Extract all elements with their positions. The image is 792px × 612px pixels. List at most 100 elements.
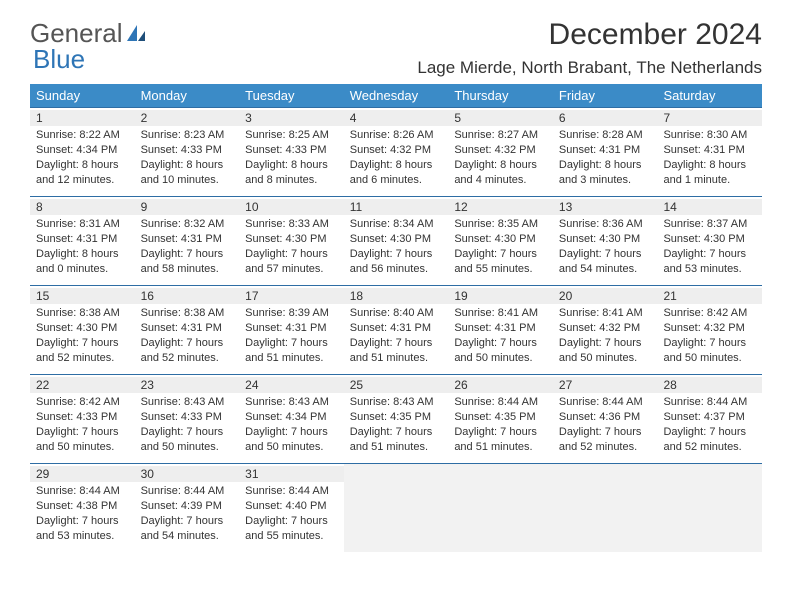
day-cell: 15Sunrise: 8:38 AMSunset: 4:30 PMDayligh… [30, 286, 135, 374]
sunset-text: Sunset: 4:33 PM [141, 410, 234, 425]
sunset-text: Sunset: 4:30 PM [350, 232, 443, 247]
day-number: 14 [657, 199, 762, 215]
day-number: 2 [135, 110, 240, 126]
sunset-text: Sunset: 4:31 PM [141, 321, 234, 336]
day-cell: 1Sunrise: 8:22 AMSunset: 4:34 PMDaylight… [30, 108, 135, 196]
day-cell: 27Sunrise: 8:44 AMSunset: 4:36 PMDayligh… [553, 375, 658, 463]
day-number: 16 [135, 288, 240, 304]
sunset-text: Sunset: 4:31 PM [559, 143, 652, 158]
day-cell: 23Sunrise: 8:43 AMSunset: 4:33 PMDayligh… [135, 375, 240, 463]
daylight-text: Daylight: 7 hours and 58 minutes. [141, 247, 234, 277]
day-cell: 24Sunrise: 8:43 AMSunset: 4:34 PMDayligh… [239, 375, 344, 463]
day-cell: 25Sunrise: 8:43 AMSunset: 4:35 PMDayligh… [344, 375, 449, 463]
sunset-text: Sunset: 4:38 PM [36, 499, 129, 514]
sunset-text: Sunset: 4:30 PM [454, 232, 547, 247]
sunset-text: Sunset: 4:35 PM [350, 410, 443, 425]
daylight-text: Daylight: 7 hours and 53 minutes. [36, 514, 129, 544]
day-number: 28 [657, 377, 762, 393]
week-row: 22Sunrise: 8:42 AMSunset: 4:33 PMDayligh… [30, 374, 762, 463]
day-cell: 11Sunrise: 8:34 AMSunset: 4:30 PMDayligh… [344, 197, 449, 285]
daylight-text: Daylight: 7 hours and 54 minutes. [559, 247, 652, 277]
sunset-text: Sunset: 4:33 PM [141, 143, 234, 158]
sunrise-text: Sunrise: 8:39 AM [245, 306, 338, 321]
sunset-text: Sunset: 4:30 PM [245, 232, 338, 247]
day-cell: 9Sunrise: 8:32 AMSunset: 4:31 PMDaylight… [135, 197, 240, 285]
daylight-text: Daylight: 7 hours and 52 minutes. [36, 336, 129, 366]
day-cell: 2 Sunrise: 8:23 AMSunset: 4:33 PMDaylight… [135, 108, 240, 196]
day-number: 26 [448, 377, 553, 393]
day-number: 6 [553, 110, 658, 126]
sunset-text: Sunset: 4:31 PM [663, 143, 756, 158]
day-number: 3 [239, 110, 344, 126]
sunset-text: Sunset: 4:32 PM [559, 321, 652, 336]
page-header: General December 2024 Lage Mierde, North… [0, 0, 792, 80]
sunrise-text: Sunrise: 8:44 AM [663, 395, 756, 410]
dow-header: Saturday [657, 84, 762, 107]
daylight-text: Daylight: 8 hours and 8 minutes. [245, 158, 338, 188]
sunset-text: Sunset: 4:37 PM [663, 410, 756, 425]
day-cell: 22Sunrise: 8:42 AMSunset: 4:33 PMDayligh… [30, 375, 135, 463]
day-cell: 20Sunrise: 8:41 AMSunset: 4:32 PMDayligh… [553, 286, 658, 374]
day-number: 18 [344, 288, 449, 304]
sunset-text: Sunset: 4:32 PM [350, 143, 443, 158]
daylight-text: Daylight: 8 hours and 3 minutes. [559, 158, 652, 188]
day-cell: 17Sunrise: 8:39 AMSunset: 4:31 PMDayligh… [239, 286, 344, 374]
day-cell: 5Sunrise: 8:27 AMSunset: 4:32 PMDaylight… [448, 108, 553, 196]
daylight-text: Daylight: 7 hours and 50 minutes. [36, 425, 129, 455]
day-number: 23 [135, 377, 240, 393]
sunrise-text: Sunrise: 8:22 AM [36, 128, 129, 143]
dow-header: Monday [135, 84, 240, 107]
sunrise-text: Sunrise: 8:38 AM [141, 306, 234, 321]
month-title: December 2024 [417, 18, 762, 52]
daylight-text: Daylight: 7 hours and 50 minutes. [245, 425, 338, 455]
sunset-text: Sunset: 4:35 PM [454, 410, 547, 425]
day-number: 19 [448, 288, 553, 304]
daylight-text: Daylight: 7 hours and 56 minutes. [350, 247, 443, 277]
day-number: 11 [344, 199, 449, 215]
week-row: 29Sunrise: 8:44 AMSunset: 4:38 PMDayligh… [30, 463, 762, 552]
daylight-text: Daylight: 7 hours and 52 minutes. [141, 336, 234, 366]
dow-header: Thursday [448, 84, 553, 107]
sunset-text: Sunset: 4:31 PM [36, 232, 129, 247]
day-cell: 3Sunrise: 8:25 AMSunset: 4:33 PMDaylight… [239, 108, 344, 196]
daylight-text: Daylight: 7 hours and 52 minutes. [663, 425, 756, 455]
daylight-text: Daylight: 7 hours and 52 minutes. [559, 425, 652, 455]
week-row: 8Sunrise: 8:31 AMSunset: 4:31 PMDaylight… [30, 196, 762, 285]
sunrise-text: Sunrise: 8:27 AM [454, 128, 547, 143]
day-number: 30 [135, 466, 240, 482]
dow-header: Tuesday [239, 84, 344, 107]
sunrise-text: Sunrise: 8:26 AM [350, 128, 443, 143]
day-cell: 30Sunrise: 8:44 AMSunset: 4:39 PMDayligh… [135, 464, 240, 552]
empty-cell [448, 464, 553, 552]
sunset-text: Sunset: 4:34 PM [245, 410, 338, 425]
sunrise-text: Sunrise: 8:23 AM [141, 128, 234, 143]
sunset-text: Sunset: 4:30 PM [559, 232, 652, 247]
day-cell: 29 Sunrise: 8:44 AMSunset: 4:38 PMDayligh… [30, 464, 135, 552]
day-cell: 31Sunrise: 8:44 AMSunset: 4:40 PMDayligh… [239, 464, 344, 552]
sunset-text: Sunset: 4:33 PM [245, 143, 338, 158]
day-cell: 18Sunrise: 8:40 AMSunset: 4:31 PMDayligh… [344, 286, 449, 374]
day-number: 27 [553, 377, 658, 393]
daylight-text: Daylight: 7 hours and 51 minutes. [350, 336, 443, 366]
sunset-text: Sunset: 4:32 PM [663, 321, 756, 336]
sunrise-text: Sunrise: 8:44 AM [141, 484, 234, 499]
daylight-text: Daylight: 8 hours and 6 minutes. [350, 158, 443, 188]
sunset-text: Sunset: 4:31 PM [141, 232, 234, 247]
day-cell: 14Sunrise: 8:37 AMSunset: 4:30 PMDayligh… [657, 197, 762, 285]
day-number: 17 [239, 288, 344, 304]
daylight-text: Daylight: 7 hours and 53 minutes. [663, 247, 756, 277]
sunrise-text: Sunrise: 8:43 AM [141, 395, 234, 410]
sunrise-text: Sunrise: 8:44 AM [36, 484, 129, 499]
empty-cell [344, 464, 449, 552]
title-block: December 2024 Lage Mierde, North Brabant… [417, 18, 762, 78]
daylight-text: Daylight: 8 hours and 10 minutes. [141, 158, 234, 188]
day-number: 29 [30, 466, 135, 482]
sunrise-text: Sunrise: 8:42 AM [663, 306, 756, 321]
sunset-text: Sunset: 4:40 PM [245, 499, 338, 514]
dow-header: Wednesday [344, 84, 449, 107]
sunrise-text: Sunrise: 8:42 AM [36, 395, 129, 410]
day-number: 20 [553, 288, 658, 304]
day-number: 15 [30, 288, 135, 304]
day-cell: 26Sunrise: 8:44 AMSunset: 4:35 PMDayligh… [448, 375, 553, 463]
dow-header: Friday [553, 84, 658, 107]
